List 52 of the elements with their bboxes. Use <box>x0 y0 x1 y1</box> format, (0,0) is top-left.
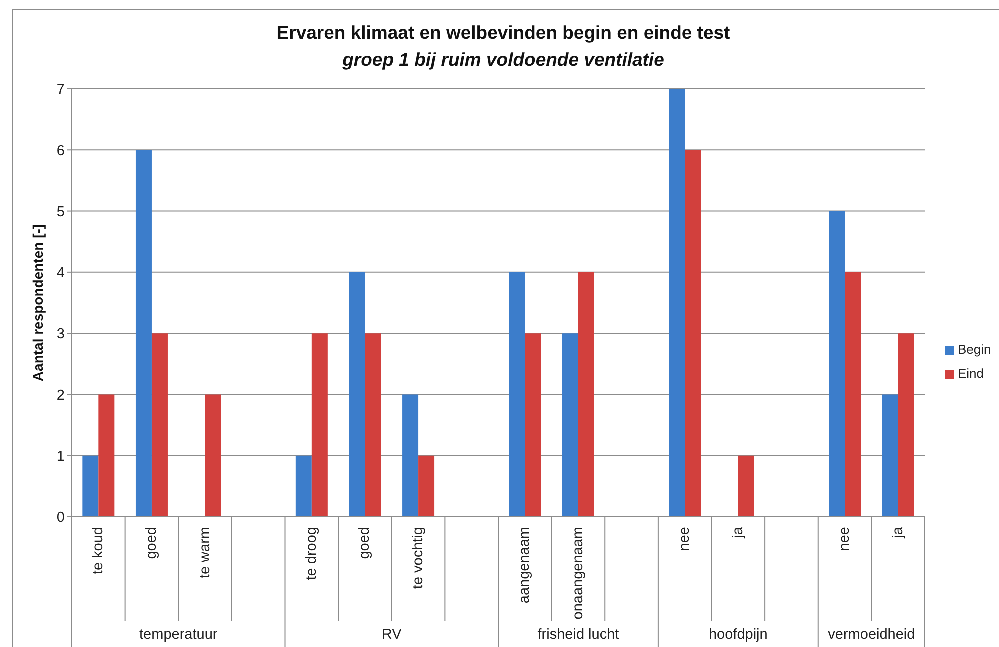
x-tick-label: goed <box>357 527 374 560</box>
x-tick-label: te droog <box>304 527 320 580</box>
x-tick-label: onaangenaam <box>570 527 586 620</box>
text: frisheid lucht <box>538 627 620 643</box>
y-tick-label: 3 <box>56 326 65 343</box>
text: hoofdpijn <box>708 627 768 643</box>
y-axis-title: Aantal respondenten [-] <box>30 224 46 382</box>
x-tick-label: goed <box>144 527 160 560</box>
legend-label: Eind <box>958 366 984 381</box>
y-tick-label: 6 <box>56 143 65 160</box>
text: RV <box>382 627 402 643</box>
bar <box>845 272 862 517</box>
bar <box>365 334 382 517</box>
bar <box>82 456 99 517</box>
text: temperatuur <box>140 627 218 643</box>
x-tick-label: aangenaam <box>517 527 534 604</box>
y-tick-label: 5 <box>56 204 65 220</box>
y-tick-label: 7 <box>56 82 65 98</box>
x-tick-label: te koud <box>90 527 107 575</box>
x-tick-label: ja <box>890 526 906 540</box>
x-tick-label: te warm <box>197 527 214 579</box>
text: vermoeidheid <box>828 627 916 643</box>
bar <box>738 456 754 517</box>
bar <box>312 334 328 517</box>
x-tick-label: ja <box>730 526 746 540</box>
bar <box>669 89 686 517</box>
bar <box>136 150 152 517</box>
bar <box>525 334 542 517</box>
bar <box>296 456 312 517</box>
bar <box>349 272 366 517</box>
bar <box>418 456 435 517</box>
bar <box>829 211 846 517</box>
bar <box>898 334 914 517</box>
bar <box>562 334 578 517</box>
x-tick-label: te vochtig <box>410 527 427 590</box>
bar <box>98 394 115 517</box>
chart-title: Ervaren klimaat en welbevinden begin en einde test <box>276 22 732 44</box>
bar <box>509 272 526 517</box>
x-tick-label: nee <box>677 527 694 552</box>
y-tick-label: 4 <box>56 266 65 282</box>
y-tick-label: 0 <box>56 510 65 526</box>
legend-label: Begin <box>958 342 992 357</box>
bar <box>578 272 594 517</box>
chart-subtitle: groep 1 bij ruim voldoende ventilatie <box>342 49 666 71</box>
bar <box>685 150 702 517</box>
y-tick-label: 1 <box>56 449 65 466</box>
x-tick-label: nee <box>837 527 854 552</box>
bar <box>205 394 222 517</box>
bar <box>152 334 168 517</box>
y-tick-label: 2 <box>56 388 65 404</box>
bar <box>882 394 898 517</box>
bar <box>402 394 419 517</box>
